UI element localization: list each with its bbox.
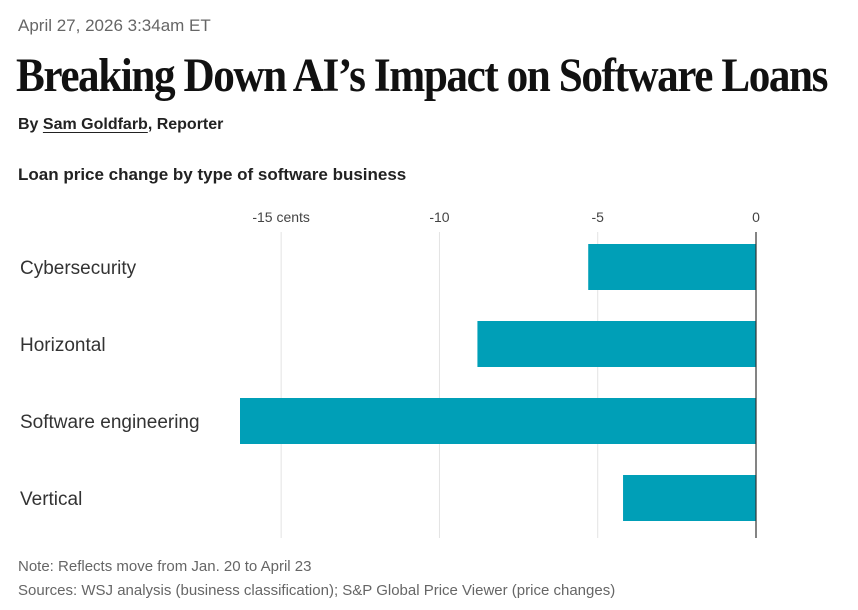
tick-labels: -15 cents -10 -5 0 xyxy=(252,209,760,225)
x-tick-label: -5 xyxy=(591,209,604,225)
bar-cybersecurity xyxy=(588,244,756,290)
author-role: , Reporter xyxy=(147,116,224,133)
bars xyxy=(240,244,756,521)
x-tick-label: -10 xyxy=(429,209,449,225)
bar-software-engineering xyxy=(240,398,756,444)
chart-title: Loan price change by type of software bu… xyxy=(18,165,407,184)
x-tick-label: -15 cents xyxy=(252,209,310,225)
chart-sources: Sources: WSJ analysis (business classifi… xyxy=(18,582,616,599)
author-link[interactable]: Sam Goldfarb xyxy=(42,116,148,133)
grid-lines xyxy=(280,232,599,538)
headline: Breaking Down AI’s Impact on Software Lo… xyxy=(16,49,828,102)
byline: By Sam Goldfarb, Reporter xyxy=(18,116,223,134)
x-tick-label: 0 xyxy=(752,209,760,225)
dateline: April 27, 2026 3:34am ET xyxy=(18,16,211,35)
bar-vertical xyxy=(623,475,756,521)
category-labels: Cybersecurity Horizontal Software engineer… xyxy=(20,258,200,510)
category-label: Horizontal xyxy=(20,335,106,356)
category-label: Vertical xyxy=(20,489,82,510)
byline-prefix: By xyxy=(18,116,39,133)
category-label: Software engineering xyxy=(20,412,200,433)
chart-note: Note: Reflects move from Jan. 20 to Apri… xyxy=(18,558,312,575)
bar-horizontal xyxy=(477,321,756,367)
category-label: Cybersecurity xyxy=(20,258,137,279)
